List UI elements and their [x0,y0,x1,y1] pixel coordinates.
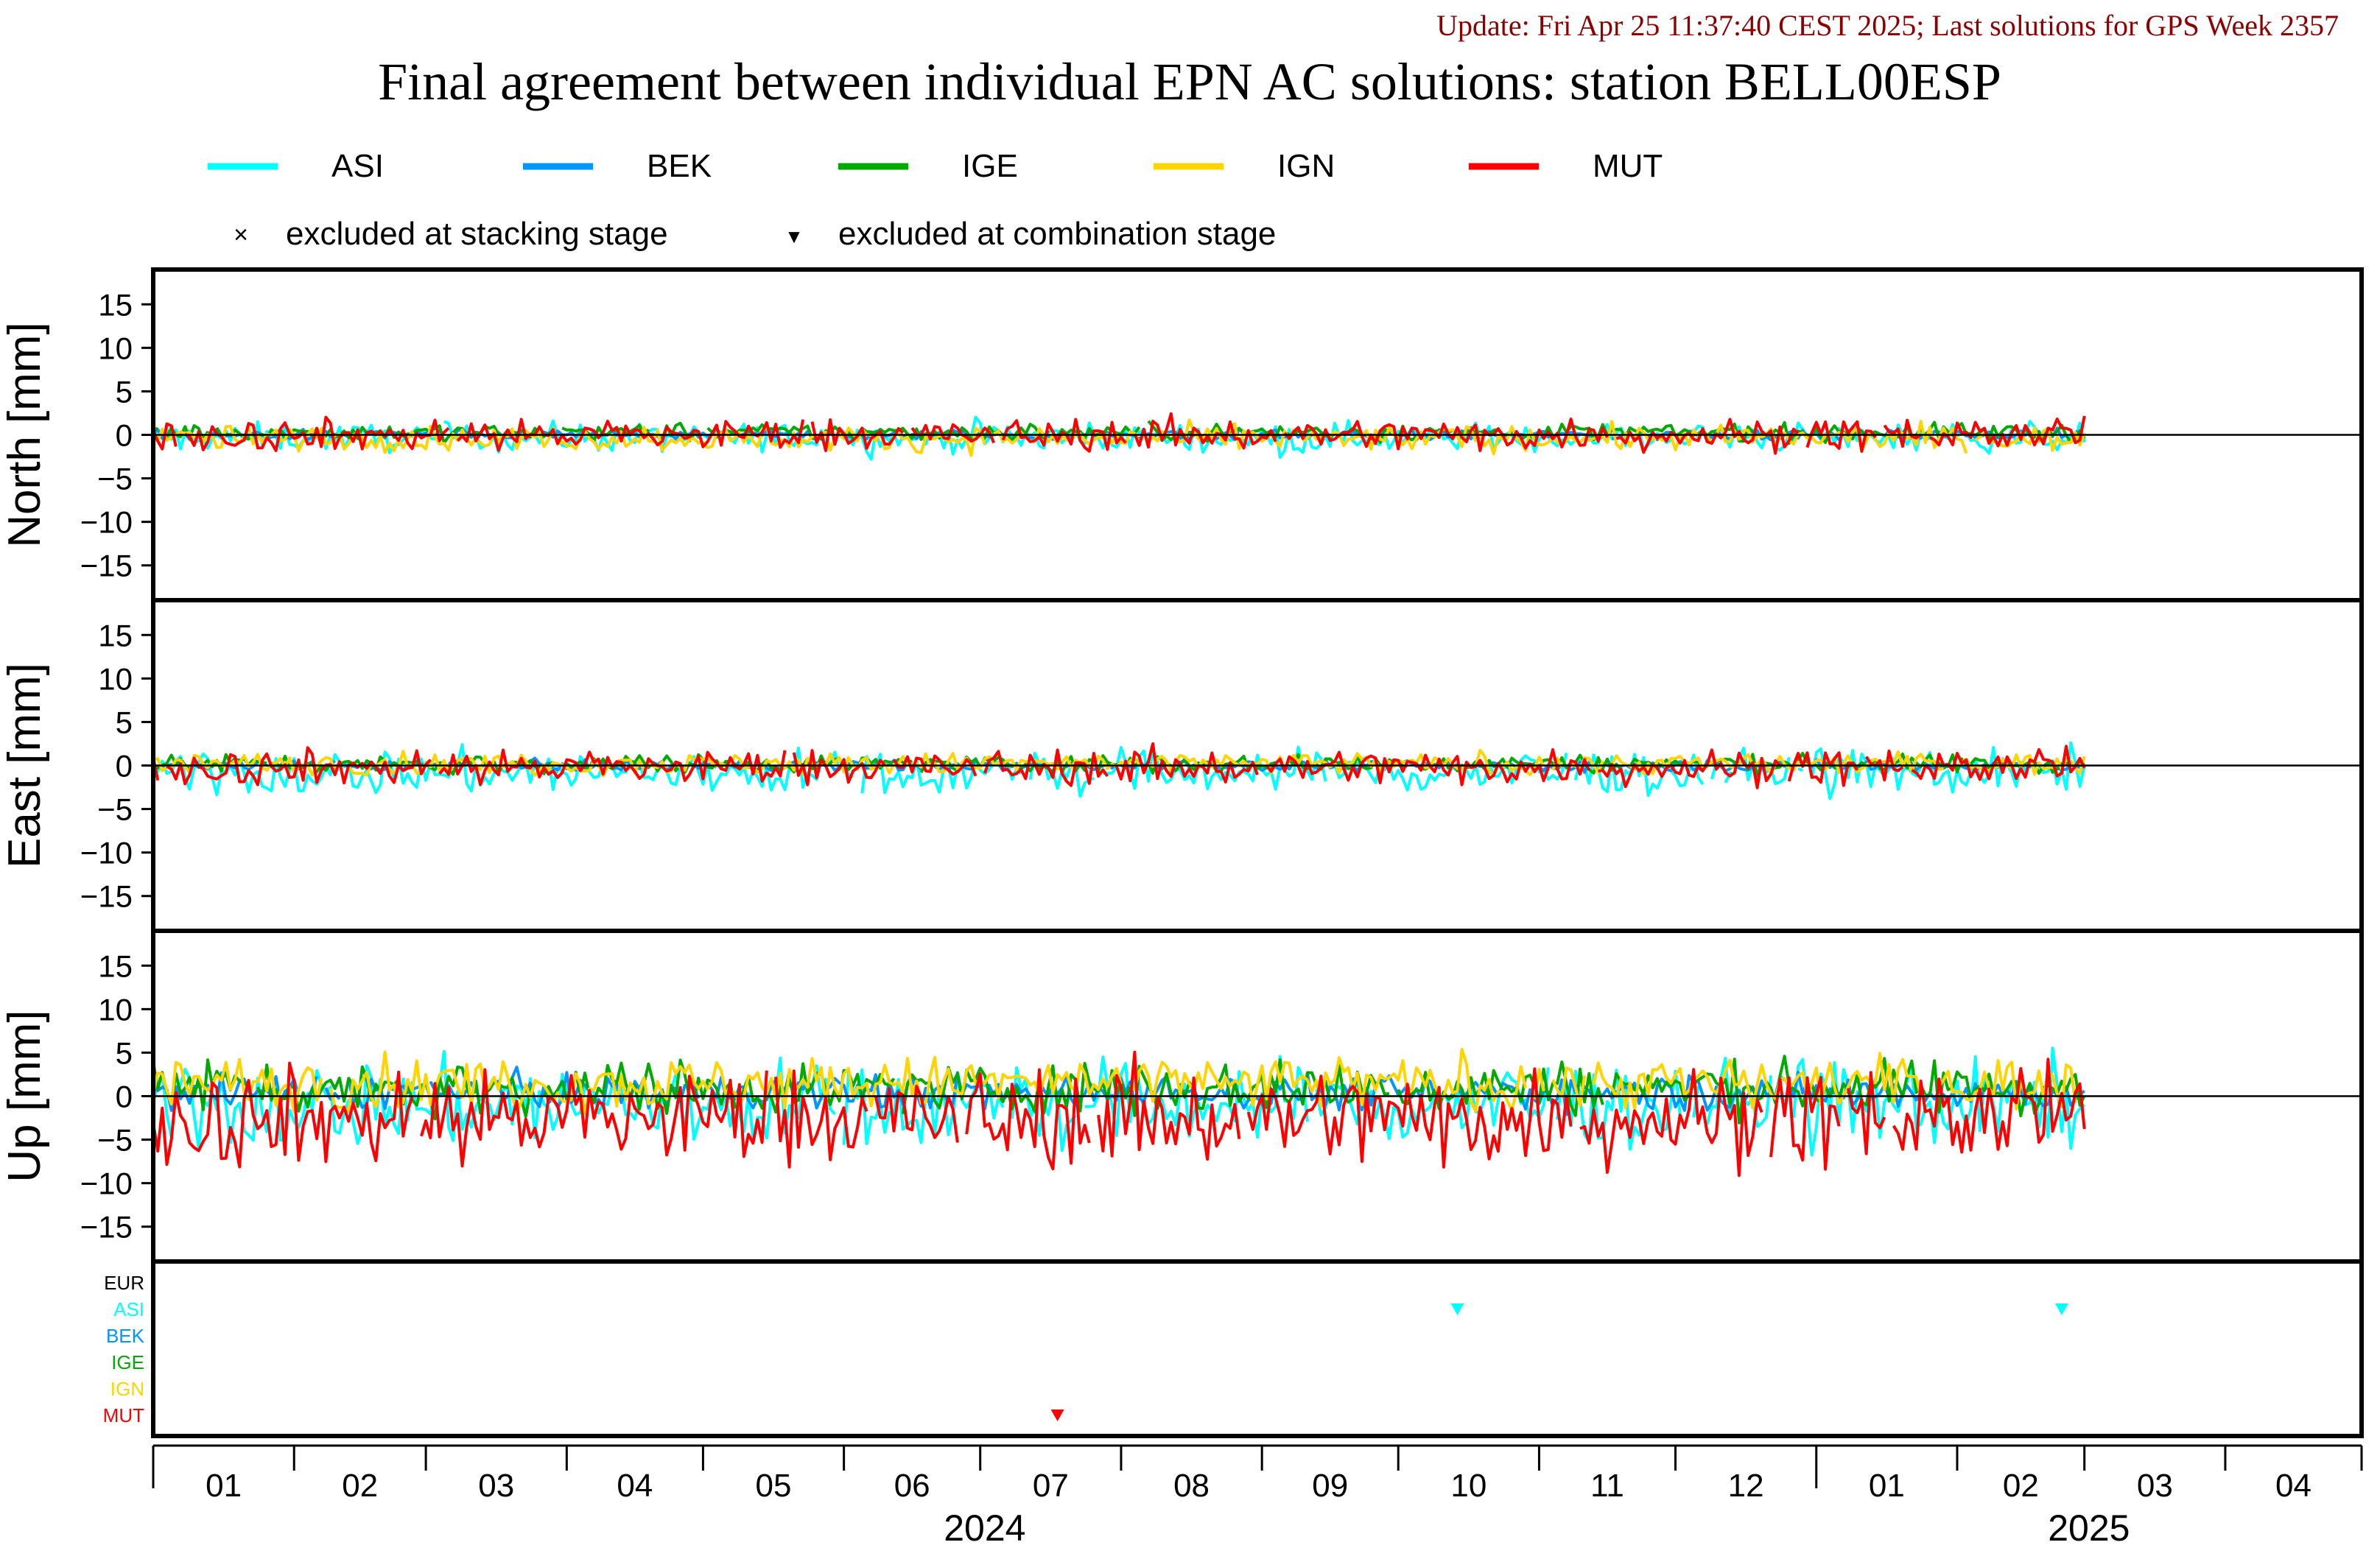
x-month-label: 01 [1869,1468,1905,1504]
ytick-label-north: 10 [98,331,133,365]
panel-up-series [153,1046,2086,1178]
legend-stacking-label: excluded at stacking stage [286,216,668,252]
ytick-label-up: 15 [98,949,133,983]
panels: 15 10 5 0 −5 −10 −15 North [mm] 15 10 5 0 −5 −10 −15 Ea… [0,267,2364,1264]
legend-label-asi: ASI [331,148,384,184]
x-month-label: 02 [342,1468,378,1504]
ytick-label-north: 15 [98,287,133,322]
ytick-label-up: 0 [116,1080,133,1114]
legend-label-ign: IGN [1277,148,1335,184]
ytick-label-north: −15 [80,549,133,583]
time-axis: 01 02 03 04 05 06 07 08 09 10 11 12 01 02 03 04 2024 2025 [152,1444,2363,1545]
ylabel-east: East [mm] [0,663,50,868]
x-month-label: 05 [756,1468,792,1504]
legend-label-ige: IGE [962,148,1018,184]
ytick-label-east: 0 [116,749,133,784]
ytick-label-up: 10 [98,992,133,1027]
exclusion-marker-asi [1450,1303,1464,1315]
ytick-label-east: −10 [80,836,133,870]
exclusion-row-label-asi: ASI [113,1298,144,1320]
exclusion-marker-asi [2054,1303,2068,1315]
combination-marker-icon: ▼ [784,225,804,247]
x-month-label: 02 [2003,1468,2039,1504]
panel-north-series [153,412,2086,461]
ylabel-up: Up [mm] [0,1010,50,1182]
x-month-label: 01 [206,1468,242,1504]
ytick-label-east: −15 [80,879,133,914]
ylabel-north: North [mm] [0,322,50,548]
exclusion-row-label-bek: BEK [106,1325,145,1347]
ytick-label-up: 5 [116,1035,133,1070]
exclusion-row-label-mut: MUT [103,1404,144,1426]
chart-title: Final agreement between individual EPN A… [378,52,2001,111]
ytick-label-north: 5 [116,374,133,409]
legend-label-bek: BEK [647,148,712,184]
x-month-label: 03 [2137,1468,2173,1504]
ytick-label-north: −10 [80,505,133,540]
update-text: Update: Fri Apr 25 11:37:40 CEST 2025; L… [1436,9,2339,42]
x-month-label: 10 [1450,1468,1486,1504]
exclusion-row-label-ige: IGE [111,1351,144,1373]
ytick-label-north: −5 [97,462,133,496]
legend-label-mut: MUT [1593,148,1663,184]
x-month-label: 03 [478,1468,514,1504]
panel-north: 15 10 5 0 −5 −10 −15 North [mm] [0,267,2364,602]
x-year-label: 2024 [944,1507,1025,1545]
ytick-label-up: −5 [97,1123,133,1158]
ytick-label-up: −15 [80,1210,133,1245]
x-month-label: 04 [2275,1468,2311,1504]
ytick-label-up: −10 [80,1166,133,1201]
ytick-label-east: 15 [98,618,133,652]
x-year-label: 2025 [2048,1507,2130,1545]
series-east-ign [153,748,2086,778]
ytick-label-east: 10 [98,661,133,696]
ytick-label-east: −5 [97,792,133,827]
x-month-label: 07 [1033,1468,1069,1504]
series-up-asi [153,1046,2085,1157]
ytick-label-east: 5 [116,705,133,739]
stacking-marker-icon: × [234,221,248,249]
x-month-label: 06 [894,1468,930,1504]
panel-east-series [153,741,2086,800]
exclusion-marker-mut [1050,1409,1064,1421]
panel-east: 15 10 5 0 −5 −10 −15 East [mm] [0,598,2364,933]
x-month-label: 04 [617,1468,653,1504]
exclusion-row-label-ign: IGN [110,1378,144,1400]
series-up-mut [153,1050,2086,1178]
exclusion-frame [151,1259,2364,1438]
x-month-label: 11 [1590,1468,1624,1504]
x-month-label: 08 [1173,1468,1210,1504]
legend: ASI BEK IGE IGN MUT × excluded at stacking sta… [208,148,1663,252]
x-month-label: 12 [1728,1468,1764,1504]
exclusion-panel: EUR ASI BEK IGE IGN MUT [103,1259,2364,1438]
legend-combination-label: excluded at combination stage [838,216,1276,252]
ytick-label-north: 0 [116,418,133,453]
panel-up: 15 10 5 0 −5 −10 −15 Up [mm] [0,929,2364,1264]
x-month-label: 09 [1312,1468,1348,1504]
exclusion-row-label-eur: EUR [104,1272,144,1294]
